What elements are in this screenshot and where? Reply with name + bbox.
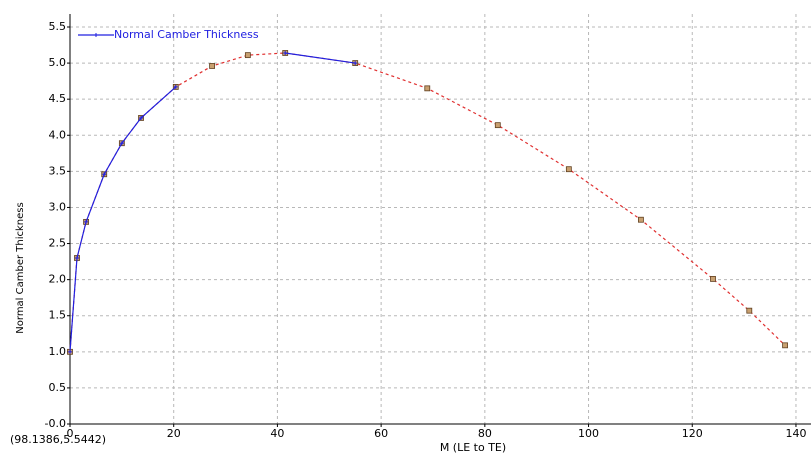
x-tick-label: 20 xyxy=(167,427,181,440)
x-tick-label: 40 xyxy=(270,427,284,440)
cursor-readout: (98.1386,5.5442) xyxy=(10,433,106,446)
y-tick-label: 0.5 xyxy=(49,381,67,394)
x-tick-label: 80 xyxy=(478,427,492,440)
series-line xyxy=(70,53,355,352)
data-point xyxy=(245,53,250,58)
y-tick-label: -0.0 xyxy=(45,417,66,430)
y-tick-label: 4.5 xyxy=(49,92,67,105)
y-tick-label: 3.5 xyxy=(49,164,67,177)
chart: M (LE to TE) (98.1386,5.5442) Normal Cam… xyxy=(0,0,811,457)
legend-label: Normal Camber Thickness xyxy=(114,28,259,41)
data-point xyxy=(210,63,215,68)
y-tick-label: 1.5 xyxy=(49,309,67,322)
x-tick-label: 100 xyxy=(578,427,599,440)
data-point xyxy=(425,86,430,91)
legend-marker xyxy=(94,33,98,37)
data-point xyxy=(638,217,643,222)
data-point xyxy=(747,308,752,313)
x-tick-label: 0 xyxy=(67,427,74,440)
data-point xyxy=(566,167,571,172)
x-tick-label: 140 xyxy=(785,427,806,440)
series-line xyxy=(70,53,785,352)
x-tick-label: 120 xyxy=(682,427,703,440)
y-tick-label: 5.5 xyxy=(49,20,67,33)
y-tick-label: 5.0 xyxy=(49,56,67,69)
y-tick-label: 2.5 xyxy=(49,237,67,250)
data-point xyxy=(710,276,715,281)
data-point xyxy=(495,123,500,128)
y-tick-label: 3.0 xyxy=(49,200,67,213)
y-axis-label: Normal Camber Thickness xyxy=(15,202,26,333)
y-tick-label: 1.0 xyxy=(49,345,67,358)
data-point xyxy=(783,343,788,348)
y-tick-label: 2.0 xyxy=(49,273,67,286)
x-axis-label: M (LE to TE) xyxy=(440,441,506,454)
x-tick-label: 60 xyxy=(374,427,388,440)
y-tick-label: 4.0 xyxy=(49,128,67,141)
